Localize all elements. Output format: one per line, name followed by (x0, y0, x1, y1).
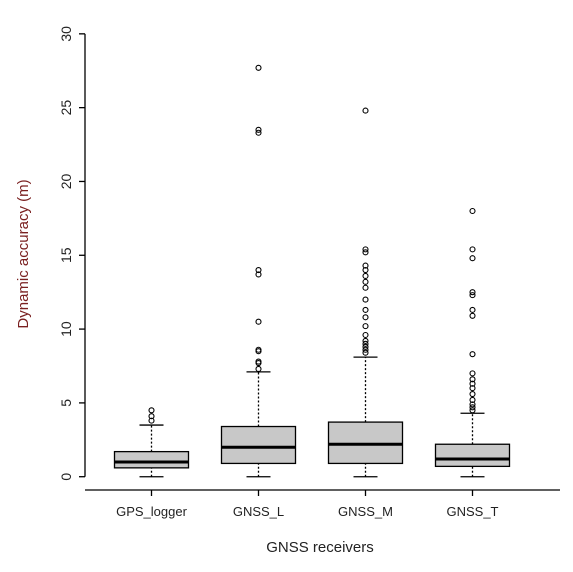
outlier (469, 385, 476, 392)
outlier (362, 306, 369, 313)
outlier (362, 349, 369, 356)
y-tick-label: 15 (58, 247, 74, 263)
outlier (255, 126, 262, 133)
outlier (255, 129, 262, 136)
outlier (469, 376, 476, 383)
outlier (362, 340, 369, 347)
box (434, 443, 511, 468)
outlier (469, 246, 476, 253)
outlier (362, 346, 369, 353)
box (113, 450, 190, 469)
outlier (469, 306, 476, 313)
outlier (255, 358, 262, 365)
outlier (362, 331, 369, 339)
outlier (469, 380, 476, 387)
outlier (469, 404, 476, 411)
outlier (469, 390, 476, 398)
outlier (469, 370, 476, 377)
outlier (148, 413, 155, 420)
outlier (362, 272, 369, 279)
outlier (255, 64, 262, 71)
outlier (362, 337, 369, 344)
y-axis-title: Dynamic accuracy (m) (15, 179, 32, 328)
outlier (362, 296, 369, 303)
box (220, 425, 297, 465)
outlier (469, 351, 476, 358)
outlier (362, 343, 369, 350)
outlier (362, 278, 369, 285)
y-tick-label: 5 (58, 399, 74, 407)
outlier (362, 266, 369, 274)
y-tick-label: 25 (58, 100, 74, 116)
outlier (469, 401, 476, 408)
y-tick-label: 20 (58, 173, 74, 189)
y-tick-label: 30 (58, 26, 74, 42)
outlier (362, 107, 369, 114)
outlier (362, 284, 369, 291)
outlier (255, 271, 262, 278)
outlier (255, 346, 262, 353)
outlier (362, 314, 369, 321)
outlier (255, 318, 262, 325)
x-tick-label: GNSS_T (446, 504, 498, 519)
x-tick-label: GPS_logger (116, 504, 187, 519)
y-tick-label: 10 (58, 321, 74, 337)
outlier (469, 312, 476, 319)
y-tick-label: 0 (58, 473, 74, 481)
outlier (255, 266, 262, 274)
outlier (148, 417, 155, 424)
outlier (362, 246, 369, 253)
x-axis-title: GNSS receivers (266, 539, 374, 556)
outlier (362, 249, 369, 256)
outlier (255, 365, 262, 372)
outlier (469, 396, 476, 403)
x-tick-label: GNSS_M (338, 504, 393, 519)
x-tick-label: GNSS_L (233, 504, 284, 519)
outlier (469, 255, 476, 262)
outlier (148, 407, 155, 414)
outlier (362, 323, 369, 330)
outlier (469, 407, 476, 414)
outlier (469, 207, 476, 215)
outlier (469, 289, 476, 296)
outlier (469, 292, 476, 299)
outlier (362, 262, 369, 269)
